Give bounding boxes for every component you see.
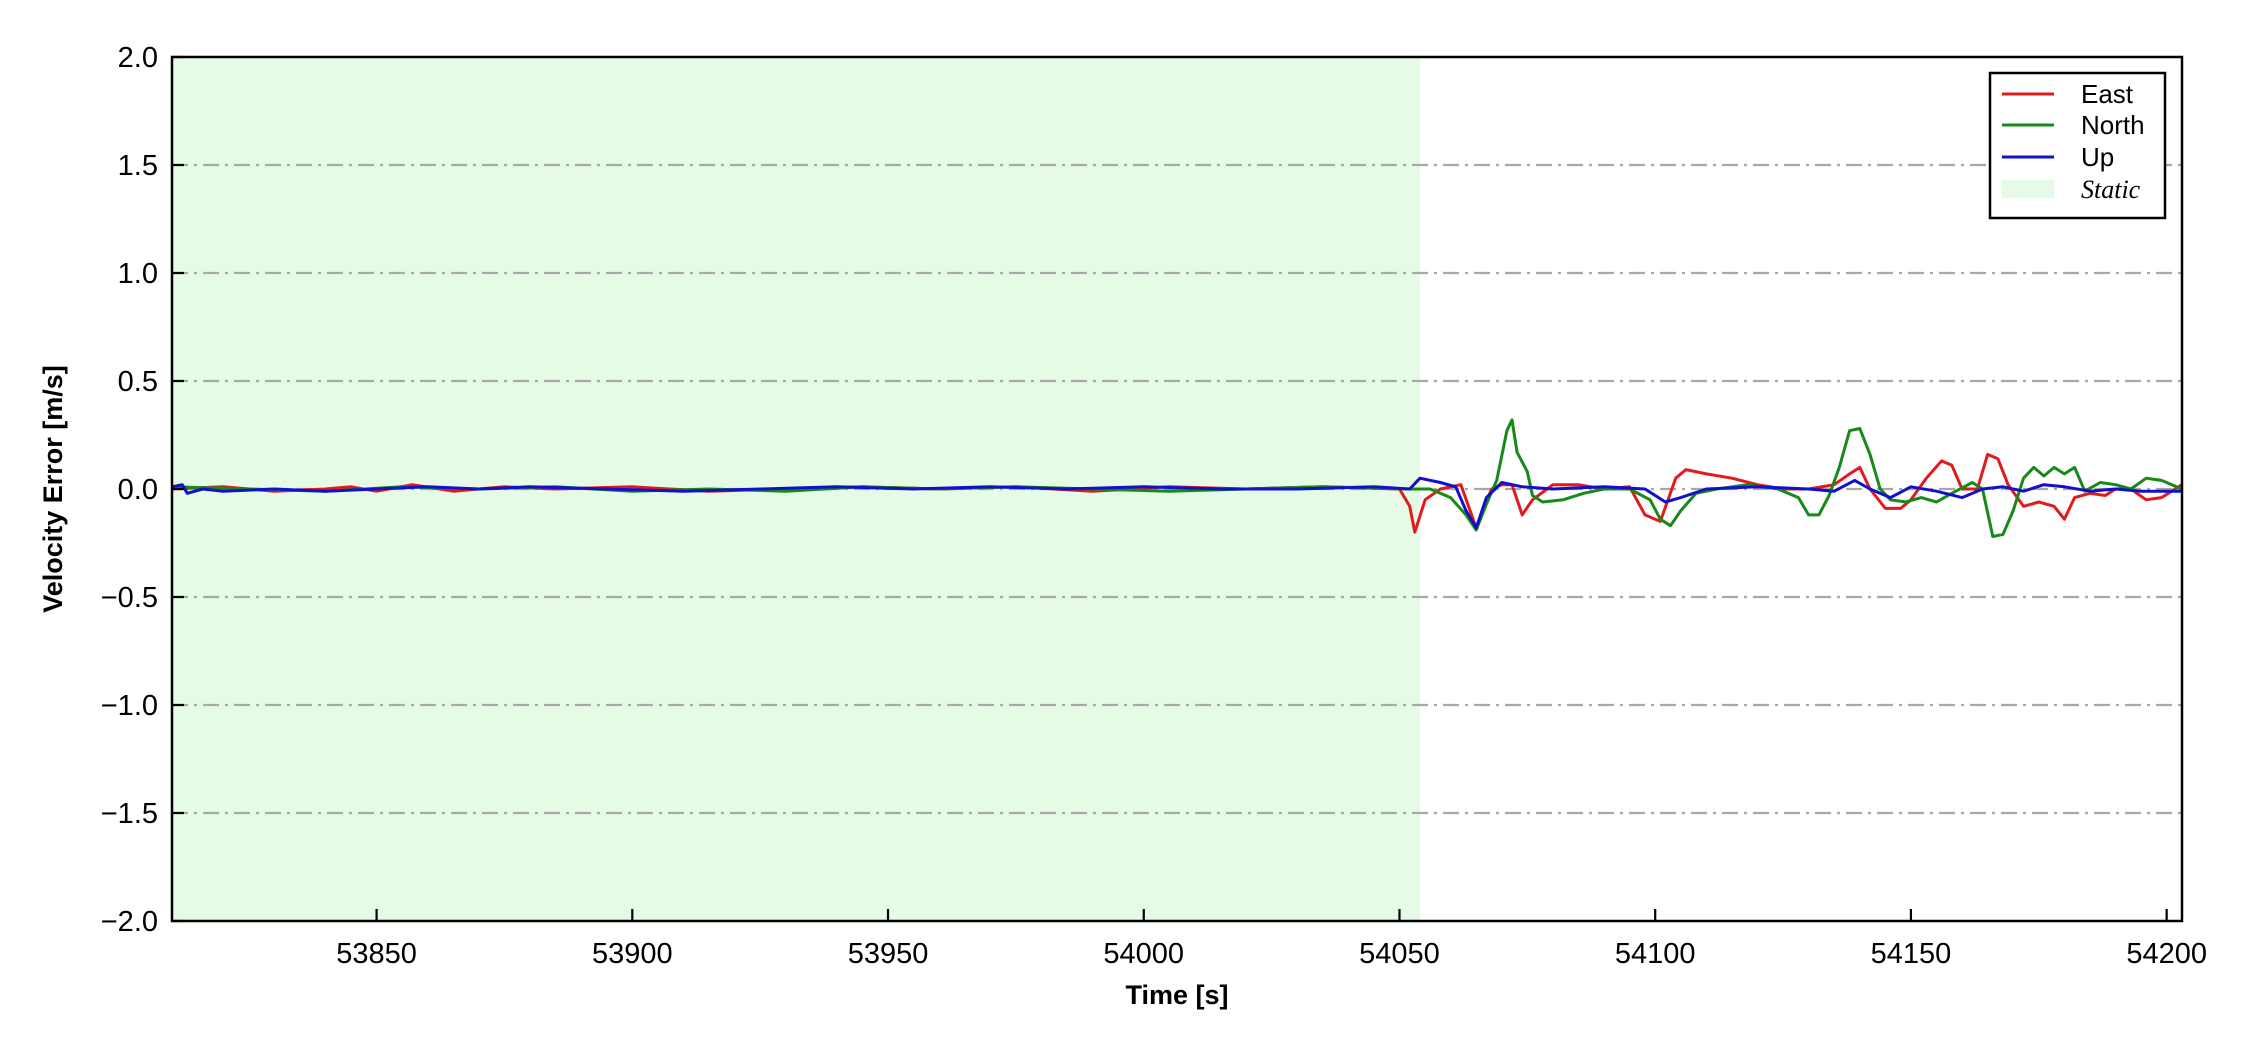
y-tick-label-1: −1.5 [101, 798, 158, 830]
x-tick-label-1: 53900 [592, 938, 673, 970]
legend-label-north: North [2081, 110, 2145, 140]
legend-label-up: Up [2081, 142, 2114, 172]
y-tick-label-3: −0.5 [101, 582, 158, 614]
x-axis-title: Time [s] [1125, 980, 1228, 1010]
x-tick-label-0: 53850 [336, 938, 417, 970]
series-lines [171, 418, 2183, 538]
x-tick-label-6: 54150 [1871, 938, 1952, 970]
y-tick-label-5: 0.5 [118, 366, 158, 398]
x-tick-label-4: 54050 [1359, 938, 1440, 970]
legend: East North Up Static [1988, 71, 2167, 220]
y-tick-label-2: −1.0 [101, 690, 158, 722]
legend-label-static: Static [2081, 175, 2141, 204]
y-tick-label-6: 1.0 [118, 258, 158, 290]
y-tick-label-7: 1.5 [118, 150, 158, 182]
x-tick-label-2: 53950 [848, 938, 929, 970]
y-tick-label-4: 0.0 [118, 474, 158, 506]
legend-label-east: East [2081, 79, 2134, 109]
series-line-up [171, 476, 2182, 530]
y-tick-label-0: −2.0 [101, 906, 158, 938]
x-tick-label-7: 54200 [2126, 938, 2207, 970]
axis-ticks: 53850 53900 53950 54000 54050 54100 54150 54200… [101, 42, 2207, 970]
x-tick-label-5: 54100 [1615, 938, 1696, 970]
y-axis-title: Velocity Error [m/s] [38, 365, 68, 613]
legend-swatch-static [2002, 180, 2054, 198]
y-tick-label-8: 2.0 [118, 42, 158, 74]
x-tick-label-3: 54000 [1103, 938, 1184, 970]
